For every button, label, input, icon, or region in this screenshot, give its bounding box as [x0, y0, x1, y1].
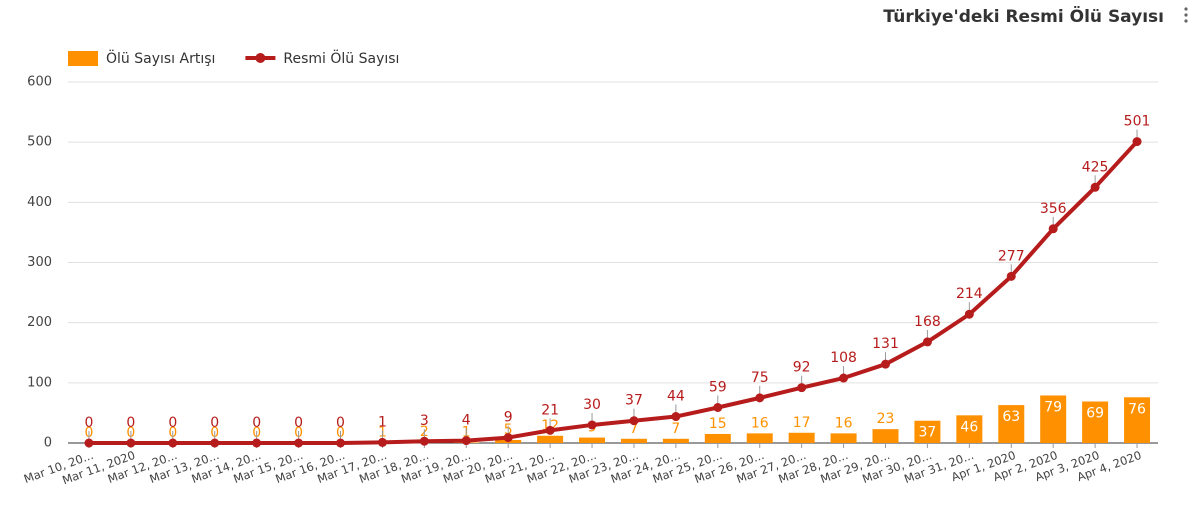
menu-icon[interactable]: [1184, 7, 1188, 23]
bar-value-label: 37: [919, 425, 937, 441]
bar: [537, 435, 564, 443]
point: [797, 383, 807, 393]
chart-title: Türkiye'deki Resmi Ölü Sayısı: [883, 5, 1164, 27]
legend-label: Resmi Ölü Sayısı: [283, 49, 399, 67]
point-value-label: 356: [1040, 201, 1067, 217]
bar: [914, 420, 941, 443]
point-value-label: 0: [252, 415, 261, 431]
y-tick-label: 300: [27, 255, 52, 270]
point-value-label: 501: [1124, 114, 1151, 130]
bar: [998, 405, 1025, 443]
point-value-label: 425: [1082, 159, 1109, 175]
bar: [662, 438, 689, 443]
point-value-label: 21: [541, 402, 559, 418]
legend-swatch: [255, 53, 266, 63]
bar: [956, 415, 983, 443]
point-value-label: 0: [210, 415, 219, 431]
point-value-label: 0: [294, 415, 303, 431]
bar-value-label: 16: [835, 415, 853, 431]
bar: [579, 437, 606, 443]
point: [336, 438, 345, 448]
point: [587, 420, 597, 430]
y-tick-label: 600: [27, 75, 52, 90]
y-tick-label: 100: [27, 375, 52, 390]
bar-value-label: 76: [1128, 401, 1146, 417]
bar-value-label: 69: [1086, 405, 1104, 421]
point: [1132, 137, 1142, 147]
point: [545, 425, 555, 435]
point: [419, 436, 429, 446]
point-value-label: 9: [504, 410, 513, 426]
point: [881, 359, 890, 369]
bar: [872, 429, 899, 443]
point: [503, 433, 513, 443]
point: [1048, 224, 1058, 234]
point-value-label: 168: [914, 314, 941, 330]
bar-value-label: 79: [1044, 399, 1062, 415]
y-tick-label: 400: [27, 195, 52, 210]
point-value-label: 0: [336, 415, 345, 431]
point: [671, 412, 681, 422]
point-value-label: 277: [998, 248, 1025, 264]
point: [713, 403, 723, 413]
point: [629, 416, 639, 426]
bar: [788, 432, 815, 443]
bar-value-label: 15: [709, 416, 727, 432]
point-value-label: 44: [667, 389, 685, 405]
point-value-label: 59: [709, 380, 727, 396]
point: [964, 309, 974, 319]
point: [84, 438, 94, 448]
point: [461, 436, 471, 446]
point: [294, 438, 304, 448]
y-tick-label: 0: [44, 436, 52, 451]
point: [755, 393, 765, 403]
point: [922, 337, 932, 347]
point: [126, 438, 136, 448]
point-value-label: 0: [85, 415, 94, 431]
point-value-label: 4: [462, 413, 471, 429]
point: [210, 438, 220, 448]
point-value-label: 0: [168, 415, 177, 431]
bar: [1124, 397, 1151, 443]
bar: [620, 438, 647, 443]
point-value-label: 30: [583, 397, 601, 413]
point: [1006, 271, 1016, 281]
point: [1090, 182, 1100, 192]
point: [168, 438, 178, 448]
point-value-label: 75: [751, 370, 769, 386]
point-value-label: 0: [126, 415, 135, 431]
point-value-label: 92: [793, 360, 811, 376]
point: [839, 373, 849, 383]
bar: [704, 433, 731, 443]
bar-value-label: 7: [630, 421, 639, 437]
point: [377, 437, 387, 447]
point: [252, 438, 262, 448]
legend-item: Ölü Sayısı Artışı: [68, 49, 215, 67]
point-value-label: 214: [956, 286, 983, 302]
bar: [1082, 401, 1109, 443]
line: [88, 140, 1139, 445]
legend-swatch: [68, 51, 98, 66]
legend-label: Ölü Sayısı Artışı: [106, 49, 215, 67]
y-tick-label: 200: [27, 315, 52, 330]
legend-item: Resmi Ölü Sayısı: [245, 49, 399, 67]
y-tick-label: 500: [27, 135, 52, 150]
bar: [830, 433, 857, 443]
bar: [1040, 395, 1067, 443]
point-value-label: 3: [420, 413, 429, 429]
bar: [746, 433, 773, 443]
bar-value-label: 63: [1002, 409, 1020, 425]
bar-value-label: 7: [671, 421, 680, 437]
bar-value-label: 23: [877, 411, 895, 427]
point-value-label: 37: [625, 393, 643, 409]
point-value-label: 108: [830, 350, 857, 366]
bar-value-label: 16: [751, 415, 769, 431]
bar-value-label: 46: [960, 419, 978, 435]
bar-value-label: 17: [793, 415, 811, 431]
point-value-label: 1: [378, 414, 387, 430]
point-value-label: 131: [872, 336, 899, 352]
